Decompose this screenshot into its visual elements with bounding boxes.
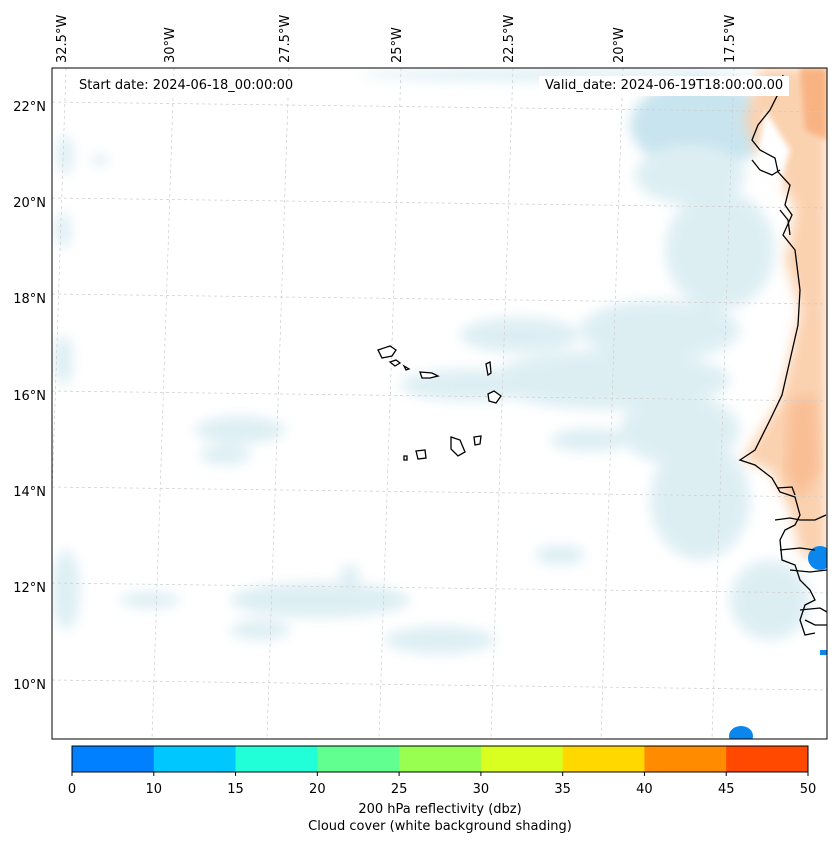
- colorbar-segment: [317, 746, 400, 772]
- coastline: [738, 74, 827, 636]
- colorbar-border: [71, 745, 809, 773]
- valid-date-label: Valid_date: 2024-06-19T18:00:00.00: [539, 76, 790, 96]
- reflectivity-shading: [729, 546, 827, 739]
- map-border: [51, 67, 828, 740]
- colorbar-segment: [726, 746, 809, 772]
- latitude-tick-label: 16°N: [13, 389, 46, 404]
- colorbar-segment: [153, 746, 237, 772]
- longitude-tick-label: 22.5°W: [502, 15, 517, 63]
- latitude-tick-label: 14°N: [13, 485, 46, 500]
- colorbar-tick-label: 30: [473, 782, 490, 797]
- colorbar: 0 10 15 20 25 30 35 40 45 50: [68, 745, 817, 797]
- colorbar-sublabel: Cloud cover (white background shading): [308, 819, 572, 834]
- cape-verde-islands: [377, 345, 502, 461]
- latitude-tick-label: 10°N: [13, 678, 46, 693]
- land-shading: [742, 68, 827, 560]
- colorbar-tick-label: 45: [718, 782, 735, 797]
- colorbar-tick-label: 35: [554, 782, 571, 797]
- colorbar-segment: [480, 746, 564, 772]
- latitude-labels: 22°N 20°N 18°N 16°N 14°N 12°N 10°N: [13, 100, 46, 693]
- longitude-tick-label: 32.5°W: [55, 15, 70, 63]
- colorbar-tick-label: 20: [309, 782, 326, 797]
- longitude-tick-label: 25°W: [390, 27, 405, 63]
- latitude-tick-label: 20°N: [13, 196, 46, 211]
- latitude-tick-label: 18°N: [13, 292, 46, 307]
- colorbar-segment: [399, 746, 482, 772]
- colorbar-segment: [562, 746, 645, 772]
- longitude-tick-label: 30°W: [163, 27, 178, 63]
- colorbar-label: 200 hPa reflectivity (dbz): [358, 802, 521, 817]
- colorbar-segment: [644, 746, 727, 772]
- longitude-tick-label: 27.5°W: [278, 15, 293, 63]
- colorbar-tick-label: 15: [227, 782, 244, 797]
- latitude-tick-label: 12°N: [13, 581, 46, 596]
- colorbar-tick-label: 10: [146, 782, 163, 797]
- colorbar-tick-label: 0: [68, 782, 76, 797]
- longitude-tick-label: 20°W: [612, 27, 627, 63]
- colorbar-tick-label: 25: [391, 782, 408, 797]
- colorbar-segment: [235, 746, 318, 772]
- longitude-tick-label: 17.5°W: [723, 15, 738, 63]
- latitude-tick-label: 22°N: [13, 100, 46, 115]
- colorbar-tick-label: 50: [800, 782, 817, 797]
- start-date-label: Start date: 2024-06-18_00:00:00: [73, 76, 300, 96]
- graticule: [52, 68, 827, 739]
- longitude-labels: 32.5°W 30°W 27.5°W 25°W 22.5°W 20°W 17.5°W: [55, 15, 738, 63]
- colorbar-segment: [72, 746, 155, 772]
- colorbar-tick-label: 40: [636, 782, 653, 797]
